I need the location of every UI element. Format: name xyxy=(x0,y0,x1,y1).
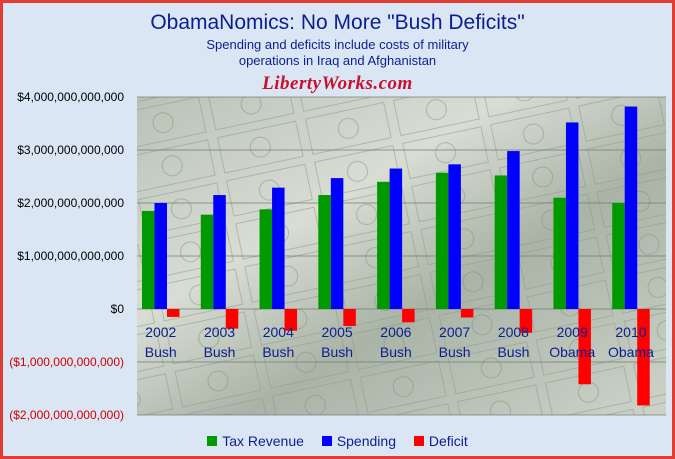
watermark-brand: LibertyWorks.com xyxy=(262,73,413,94)
bar-spending-2003 xyxy=(213,195,226,309)
bar-spending-2005 xyxy=(330,178,344,309)
bar-spending-2004 xyxy=(272,187,285,309)
legend: Tax Revenue Spending Deficit xyxy=(3,433,672,449)
legend-item-deficit: Deficit xyxy=(413,433,468,449)
legend-item-tax-revenue: Tax Revenue xyxy=(207,433,304,449)
legend-swatch xyxy=(207,436,218,446)
x-tick-president: Bush xyxy=(497,344,529,360)
bar-spending-2006 xyxy=(389,168,403,309)
bar-deficit-2005 xyxy=(343,309,356,326)
chart-subtitle-line-2: operations in Iraq and Afghanistan xyxy=(238,53,437,68)
y-tick-label: ($1,000,000,000,000) xyxy=(9,355,124,369)
bar-deficit-2007 xyxy=(460,309,474,318)
x-tick-year: 2005 xyxy=(322,324,353,340)
x-tick-year: 2008 xyxy=(498,324,529,340)
bar-deficit-2003 xyxy=(225,309,239,329)
legend-swatch xyxy=(413,436,424,446)
y-tick-label: $4,000,000,000,000 xyxy=(17,90,124,104)
x-tick-year: 2003 xyxy=(204,324,235,340)
x-tick-president: Bush xyxy=(262,344,294,360)
bar-deficit-2006 xyxy=(402,309,415,323)
x-tick-year: 2009 xyxy=(557,324,588,340)
y-tick-label: $0 xyxy=(111,302,125,316)
x-tick-president: Bush xyxy=(145,344,177,360)
x-tick-president: Bush xyxy=(321,344,353,360)
y-tick-label: $3,000,000,000,000 xyxy=(17,143,124,157)
x-tick-year: 2004 xyxy=(263,324,294,340)
bar-spending-2002 xyxy=(154,203,167,309)
legend-label: Deficit xyxy=(428,433,468,449)
bar-spending-2010 xyxy=(624,106,638,309)
x-tick-year: 2010 xyxy=(615,324,646,340)
x-tick-president: Obama xyxy=(608,344,654,360)
x-tick-year: 2006 xyxy=(380,324,411,340)
bar-deficit-2010 xyxy=(637,309,650,406)
chart-subtitle-line-1: Spending and deficits include costs of m… xyxy=(206,37,469,52)
legend-swatch xyxy=(321,436,332,446)
chart-title: ObamaNomics: No More "Bush Deficits" xyxy=(150,11,525,34)
y-tick-label: ($2,000,000,000,000) xyxy=(9,408,124,422)
x-tick-president: Obama xyxy=(549,344,595,360)
x-tick-year: 2002 xyxy=(145,324,176,340)
y-tick-label: $2,000,000,000,000 xyxy=(17,196,124,210)
bar-tax-revenue-2004 xyxy=(259,209,273,309)
bar-tax-revenue-2002 xyxy=(142,210,155,309)
bar-deficit-2009 xyxy=(578,309,591,385)
legend-item-spending: Spending xyxy=(321,433,396,449)
bar-spending-2009 xyxy=(565,122,579,309)
bar-tax-revenue-2007 xyxy=(435,172,449,309)
bar-deficit-2004 xyxy=(284,309,298,331)
x-tick-president: Bush xyxy=(439,344,471,360)
legend-label: Tax Revenue xyxy=(222,433,304,449)
bar-deficit-2008 xyxy=(519,309,533,333)
bar-tax-revenue-2009 xyxy=(553,197,566,309)
bar-spending-2007 xyxy=(448,164,461,309)
bar-spending-2008 xyxy=(507,151,520,309)
bar-tax-revenue-2010 xyxy=(612,203,625,309)
bar-tax-revenue-2003 xyxy=(200,214,214,309)
y-tick-label: $1,000,000,000,000 xyxy=(17,249,124,263)
x-tick-year: 2007 xyxy=(439,324,470,340)
x-tick-president: Bush xyxy=(380,344,412,360)
legend-label: Spending xyxy=(336,433,396,449)
bar-tax-revenue-2005 xyxy=(318,195,331,309)
x-tick-president: Bush xyxy=(204,344,236,360)
bar-tax-revenue-2008 xyxy=(494,175,508,309)
bar-tax-revenue-2006 xyxy=(377,181,390,309)
bar-deficit-2002 xyxy=(167,309,180,317)
